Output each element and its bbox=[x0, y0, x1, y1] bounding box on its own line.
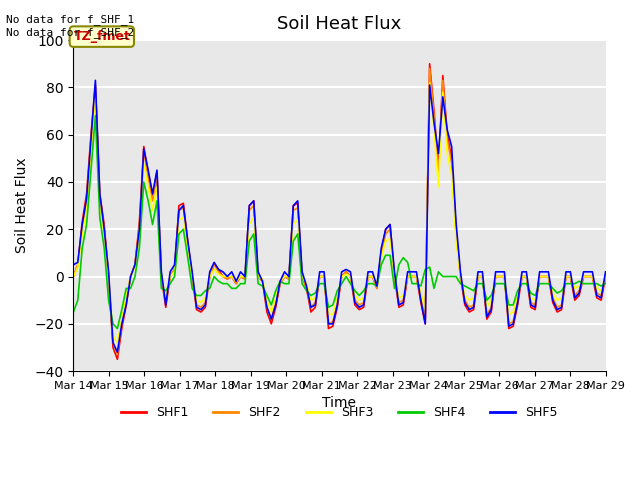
SHF3 bbox=[602, 274, 609, 279]
SHF2 bbox=[426, 66, 433, 72]
Text: TZ_fmet: TZ_fmet bbox=[74, 30, 131, 43]
SHF5 bbox=[602, 269, 609, 275]
SHF3 bbox=[70, 274, 77, 279]
SHF3 bbox=[246, 222, 253, 228]
SHF5 bbox=[250, 198, 257, 204]
SHF4 bbox=[202, 288, 209, 294]
SHF5 bbox=[593, 293, 600, 299]
SHF4 bbox=[593, 281, 600, 287]
Title: Soil Heat Flux: Soil Heat Flux bbox=[277, 15, 402, 33]
SHF3 bbox=[364, 274, 372, 279]
SHF5 bbox=[70, 262, 77, 268]
SHF5 bbox=[417, 297, 425, 303]
SHF1 bbox=[113, 357, 121, 362]
SHF3 bbox=[113, 340, 121, 346]
Line: SHF2: SHF2 bbox=[74, 69, 605, 355]
SHF2 bbox=[571, 293, 579, 299]
SHF2 bbox=[602, 274, 609, 279]
SHF2 bbox=[113, 352, 121, 358]
SHF4 bbox=[92, 113, 99, 119]
Line: SHF5: SHF5 bbox=[74, 80, 605, 352]
SHF1 bbox=[426, 61, 433, 67]
SHF4 bbox=[70, 309, 77, 315]
Y-axis label: Soil Heat Flux: Soil Heat Flux bbox=[15, 158, 29, 253]
SHF5 bbox=[571, 295, 579, 300]
SHF1 bbox=[70, 274, 77, 279]
SHF4 bbox=[602, 281, 609, 287]
SHF2 bbox=[593, 290, 600, 296]
SHF4 bbox=[250, 231, 257, 237]
SHF2 bbox=[197, 304, 205, 310]
Legend: SHF1, SHF2, SHF3, SHF4, SHF5: SHF1, SHF2, SHF3, SHF4, SHF5 bbox=[116, 401, 563, 424]
SHF2 bbox=[246, 207, 253, 213]
SHF4 bbox=[417, 283, 425, 289]
SHF3 bbox=[426, 80, 433, 85]
SHF5 bbox=[92, 77, 99, 83]
SHF1 bbox=[197, 309, 205, 315]
SHF4 bbox=[571, 281, 579, 287]
SHF1 bbox=[602, 274, 609, 279]
SHF5 bbox=[369, 269, 376, 275]
SHF2 bbox=[364, 274, 372, 279]
Line: SHF1: SHF1 bbox=[74, 64, 605, 360]
SHF4 bbox=[369, 281, 376, 287]
SHF1 bbox=[413, 274, 420, 279]
SHF1 bbox=[593, 295, 600, 300]
SHF1 bbox=[364, 274, 372, 279]
SHF3 bbox=[413, 274, 420, 279]
SHF5 bbox=[113, 349, 121, 355]
SHF2 bbox=[70, 274, 77, 279]
SHF3 bbox=[593, 286, 600, 291]
SHF5 bbox=[202, 302, 209, 308]
Text: No data for f_SHF_1
No data for f_SHF_2: No data for f_SHF_1 No data for f_SHF_2 bbox=[6, 14, 134, 38]
SHF1 bbox=[246, 203, 253, 208]
Line: SHF3: SHF3 bbox=[74, 83, 605, 343]
SHF1 bbox=[571, 297, 579, 303]
SHF3 bbox=[197, 300, 205, 305]
Line: SHF4: SHF4 bbox=[74, 116, 605, 329]
SHF4 bbox=[113, 326, 121, 332]
SHF3 bbox=[571, 286, 579, 291]
X-axis label: Time: Time bbox=[323, 396, 356, 410]
SHF2 bbox=[413, 274, 420, 279]
